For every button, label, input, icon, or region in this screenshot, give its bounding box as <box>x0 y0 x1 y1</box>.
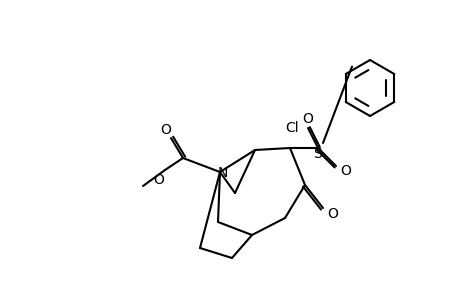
Text: S: S <box>313 147 322 161</box>
Text: O: O <box>327 207 338 221</box>
Text: O: O <box>340 164 351 178</box>
Text: O: O <box>160 123 171 137</box>
Text: N: N <box>218 166 228 180</box>
Text: O: O <box>153 173 164 187</box>
Text: Cl: Cl <box>285 121 298 135</box>
Text: O: O <box>302 112 313 126</box>
